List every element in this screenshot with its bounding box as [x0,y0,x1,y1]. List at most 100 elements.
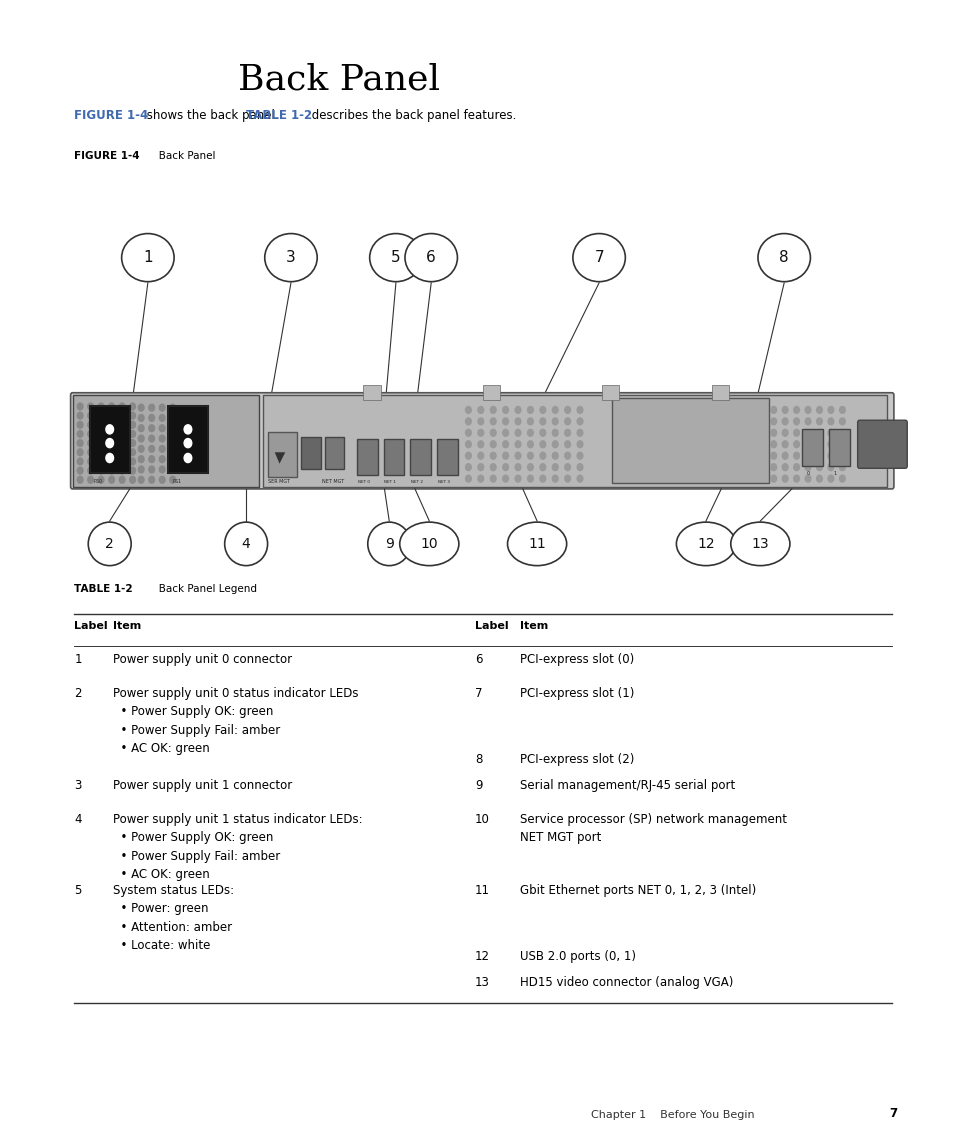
Circle shape [781,418,787,425]
Circle shape [159,466,165,473]
Text: 10: 10 [475,813,490,826]
Bar [801,429,822,466]
Circle shape [793,441,799,448]
Circle shape [138,445,144,452]
Circle shape [170,466,175,473]
Circle shape [816,464,821,471]
Circle shape [109,421,114,428]
Text: PS0: PS0 [93,480,103,484]
Circle shape [77,412,83,419]
Circle shape [465,452,471,459]
Circle shape [98,421,104,428]
Text: 9: 9 [384,537,394,551]
Circle shape [552,452,558,459]
Circle shape [839,406,844,413]
Circle shape [119,449,125,456]
Circle shape [98,467,104,474]
Circle shape [827,406,833,413]
Ellipse shape [89,522,132,566]
Bar [482,385,499,400]
Circle shape [138,414,144,421]
Ellipse shape [369,234,421,282]
Circle shape [577,406,582,413]
Circle shape [770,429,776,436]
Circle shape [816,429,821,436]
Circle shape [149,425,154,432]
Text: PCI-express slot (0): PCI-express slot (0) [519,653,634,665]
Bar [363,385,380,400]
Circle shape [527,441,533,448]
Circle shape [130,421,135,428]
Circle shape [465,441,471,448]
Circle shape [490,452,496,459]
Circle shape [159,445,165,452]
Text: describes the back panel features.: describes the back panel features. [308,109,516,121]
Text: NET 0: NET 0 [357,480,370,484]
Circle shape [106,425,113,434]
Circle shape [804,418,810,425]
Text: Item: Item [112,621,141,631]
Circle shape [490,441,496,448]
Circle shape [770,406,776,413]
Text: 8: 8 [779,250,788,266]
Circle shape [170,435,175,442]
Circle shape [119,412,125,419]
Circle shape [502,464,508,471]
Circle shape [515,418,520,425]
Circle shape [490,475,496,482]
Bar [168,406,208,473]
Circle shape [88,403,93,410]
Ellipse shape [572,234,625,282]
Circle shape [477,475,483,482]
Text: Label: Label [74,621,108,631]
Circle shape [564,429,570,436]
Circle shape [119,403,125,410]
Text: TABLE 1-2: TABLE 1-2 [74,584,132,594]
Text: 7: 7 [594,250,603,266]
Circle shape [515,429,520,436]
Circle shape [106,439,113,448]
Circle shape [793,406,799,413]
Bar [90,406,130,473]
Circle shape [130,467,135,474]
Circle shape [106,453,113,463]
Circle shape [138,456,144,463]
Circle shape [119,458,125,465]
Circle shape [98,458,104,465]
Text: HD15 video connector (analog VGA): HD15 video connector (analog VGA) [519,976,733,988]
Circle shape [804,429,810,436]
Text: 11: 11 [528,537,545,551]
Circle shape [839,475,844,482]
Bar [263,395,886,487]
Circle shape [804,406,810,413]
FancyBboxPatch shape [71,393,893,489]
Ellipse shape [404,234,457,282]
Circle shape [564,418,570,425]
Circle shape [159,476,165,483]
Circle shape [149,435,154,442]
Text: Power supply unit 0 connector: Power supply unit 0 connector [112,653,292,665]
Text: 5: 5 [74,884,82,897]
Circle shape [770,452,776,459]
Text: Power supply unit 1 status indicator LEDs:: Power supply unit 1 status indicator LED… [112,813,362,826]
Circle shape [539,464,545,471]
Circle shape [109,431,114,437]
Text: 13: 13 [751,537,768,551]
Circle shape [88,421,93,428]
Text: 1: 1 [833,472,836,476]
Text: Back Panel: Back Panel [149,151,215,161]
Text: 8: 8 [475,753,482,766]
Text: 9: 9 [475,779,482,791]
Circle shape [539,441,545,448]
Circle shape [781,429,787,436]
Ellipse shape [367,522,410,566]
Text: FIGURE 1-4: FIGURE 1-4 [74,151,140,161]
Circle shape [827,464,833,471]
Circle shape [130,476,135,483]
Circle shape [149,414,154,421]
Circle shape [515,475,520,482]
Text: 5: 5 [391,250,400,266]
Circle shape [477,429,483,436]
Circle shape [477,452,483,459]
Circle shape [119,476,125,483]
